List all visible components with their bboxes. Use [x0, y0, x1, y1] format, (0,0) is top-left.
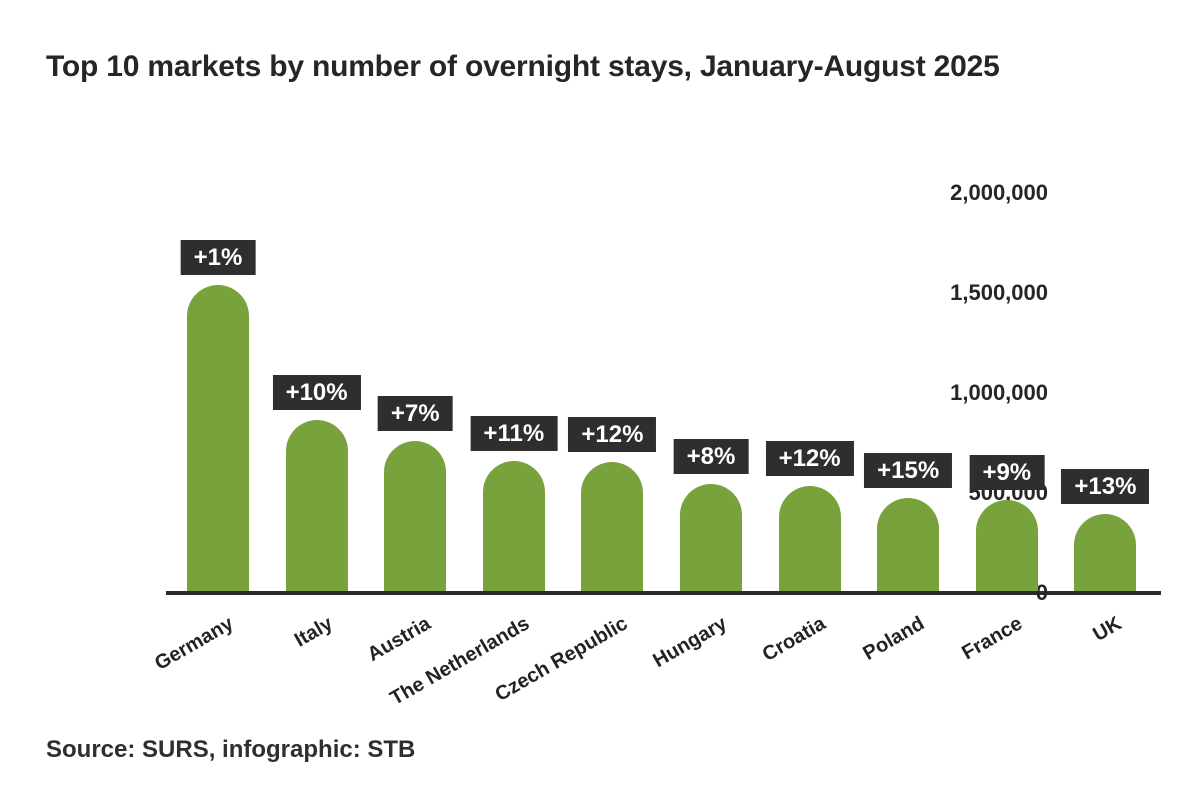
percent-change-label: +15%	[864, 453, 953, 488]
y-axis-tick-label: 0	[1035, 580, 1048, 605]
x-axis-category-label: Germany	[151, 612, 238, 675]
bar-france	[975, 500, 1038, 591]
x-axis-line	[166, 591, 1161, 595]
bar-uk	[1074, 514, 1137, 591]
percent-change-label: +10%	[272, 375, 361, 410]
percent-change-label: +7%	[377, 396, 453, 431]
x-axis-category-label: France	[958, 612, 1027, 665]
x-axis-category-label: Austria	[364, 612, 435, 666]
bar-germany	[187, 285, 249, 591]
y-axis-tick-label: 1,500,000	[950, 280, 1048, 305]
percent-change-label: +9%	[969, 455, 1045, 490]
x-axis-category-label: Hungary	[649, 612, 731, 673]
bar-the-netherlands	[482, 461, 545, 591]
bar-croatia	[778, 486, 841, 591]
bar-austria	[384, 441, 447, 591]
y-axis-tick-label: 2,000,000	[950, 180, 1048, 205]
bar-italy	[285, 420, 348, 591]
x-axis-category-label: Croatia	[758, 612, 830, 666]
percent-change-label: +11%	[470, 416, 558, 451]
percent-change-label: +8%	[673, 439, 749, 474]
percent-change-label: +12%	[765, 441, 854, 476]
bar-czech-republic	[581, 462, 644, 591]
bar-hungary	[680, 484, 742, 591]
percent-change-label: +12%	[568, 417, 657, 452]
chart-title: Top 10 markets by number of overnight st…	[46, 50, 1000, 83]
bar-poland	[877, 498, 940, 591]
x-axis-category-label: Italy	[290, 612, 337, 652]
x-axis-category-label: UK	[1088, 612, 1125, 646]
source-note: Source: SURS, infographic: STB	[46, 736, 416, 763]
percent-change-label: +13%	[1061, 469, 1150, 504]
y-axis-tick-label: 1,000,000	[950, 380, 1048, 405]
percent-change-label: +1%	[180, 240, 256, 275]
x-axis-category-label: Poland	[858, 612, 928, 665]
